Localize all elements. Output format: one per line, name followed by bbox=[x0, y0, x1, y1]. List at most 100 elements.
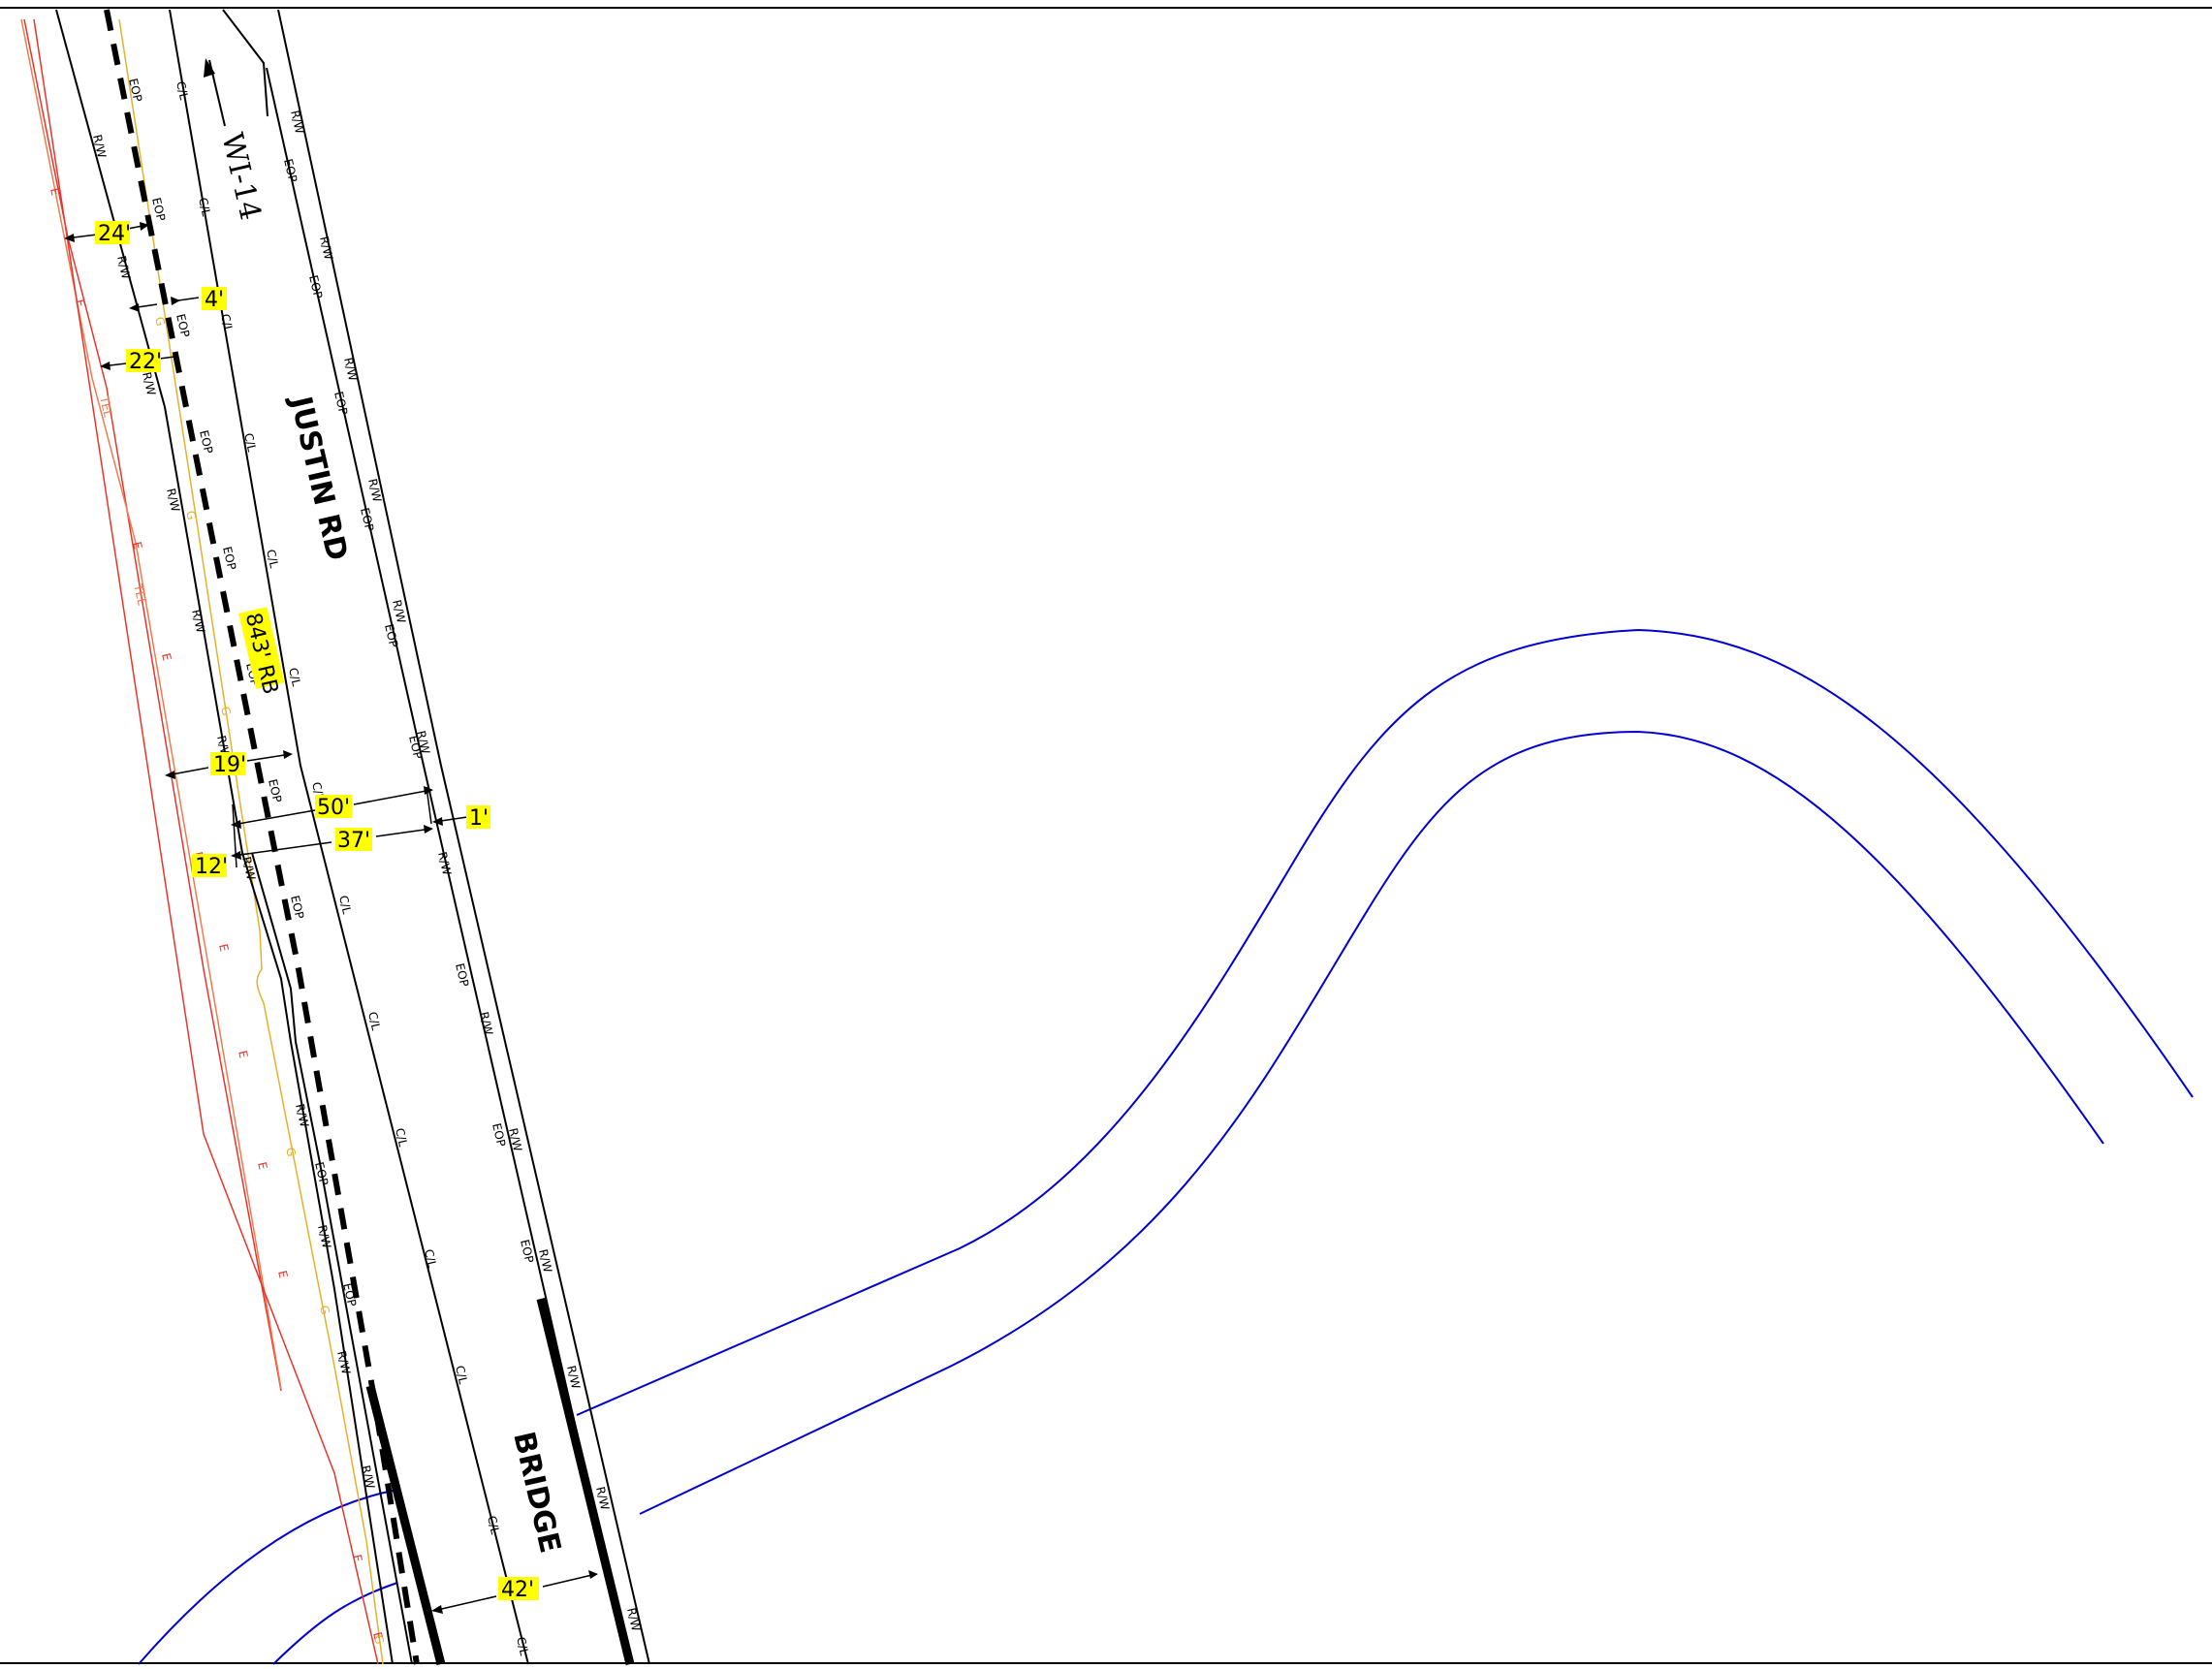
row-label: R/W bbox=[315, 1224, 333, 1250]
stream-bank-left-inner bbox=[272, 1582, 398, 1665]
dim-line-42 bbox=[432, 1595, 497, 1612]
dimension-843-rb: 843' RB bbox=[238, 607, 285, 697]
eop-label: EOP bbox=[340, 1282, 359, 1308]
dimension-lines bbox=[65, 224, 597, 1612]
telephone-label: TEL bbox=[97, 394, 115, 419]
direction-arrow-icon bbox=[204, 58, 226, 127]
row-label: R/W bbox=[164, 488, 182, 514]
eop-label: EOP bbox=[288, 895, 306, 921]
gas-label: G bbox=[183, 510, 199, 521]
electric-label: E bbox=[130, 541, 144, 551]
eop-east-label: EOP bbox=[406, 735, 425, 761]
west-right-of-way-line bbox=[55, 9, 394, 1665]
row-label: R/W bbox=[506, 1127, 524, 1153]
row-label: R/W bbox=[114, 255, 133, 281]
dimension-12-text: 12' bbox=[195, 855, 228, 879]
electric-label: E bbox=[275, 1270, 290, 1280]
bridge-rail-west bbox=[365, 1384, 446, 1666]
dimension-22: 22' bbox=[126, 349, 162, 374]
eop-label: EOP bbox=[197, 429, 215, 456]
stream-bank-left-outer bbox=[138, 1490, 394, 1665]
row-label: R/W bbox=[90, 134, 109, 160]
row-label: R/W bbox=[564, 1365, 583, 1391]
row-label: R/W bbox=[435, 851, 454, 877]
row-label: R/W bbox=[341, 357, 360, 383]
dimension-19-text: 19' bbox=[213, 753, 246, 777]
stream-bank-upper bbox=[576, 628, 2194, 1416]
electric-label: E bbox=[216, 943, 231, 954]
dimension-4: 4' bbox=[202, 287, 227, 312]
dimension-arrowheads bbox=[64, 222, 598, 1614]
eop-label: EOP bbox=[126, 78, 144, 104]
eop-label: EOP bbox=[312, 1161, 331, 1187]
stream-banks bbox=[138, 628, 2194, 1665]
centerline-label: C/L bbox=[174, 80, 191, 102]
electric-label: E bbox=[350, 1554, 364, 1564]
telephone-label: TEL bbox=[131, 583, 149, 607]
dimension-50: 50' bbox=[315, 795, 352, 820]
east-right-of-way-line bbox=[277, 9, 650, 1665]
eop-east-label: EOP bbox=[281, 158, 300, 184]
gas-label: G bbox=[218, 706, 234, 717]
dim-line-22b bbox=[159, 356, 175, 360]
eop-label: EOP bbox=[149, 197, 168, 223]
row-label: R/W bbox=[359, 1464, 377, 1491]
dim-line-50 bbox=[232, 809, 316, 826]
gas-label: G bbox=[317, 1305, 332, 1316]
utility-lines bbox=[20, 18, 384, 1665]
electric-line-outer bbox=[23, 18, 282, 1392]
gas-label: G bbox=[371, 1634, 387, 1646]
eop-east-label: EOP bbox=[453, 962, 471, 989]
dimension-4-text: 4' bbox=[205, 288, 224, 312]
eop-east-label: EOP bbox=[382, 623, 400, 649]
gas-label: G bbox=[152, 316, 168, 328]
eop-east-label: EOP bbox=[518, 1239, 536, 1265]
dimension-37-text: 37' bbox=[337, 829, 370, 853]
dimension-50-text: 50' bbox=[317, 796, 350, 820]
row-label: R/W bbox=[365, 478, 384, 504]
electric-line-inner bbox=[33, 18, 379, 1665]
bridge-label: BRIDGE bbox=[506, 1429, 567, 1557]
centerline-label: C/L bbox=[422, 1248, 439, 1270]
dim-line-37b bbox=[375, 828, 432, 837]
centerline-label: C/L bbox=[453, 1365, 470, 1386]
bridge-rail-east bbox=[536, 1297, 635, 1666]
centerline-label: C/L bbox=[336, 895, 354, 916]
wi14-sign-label: WI-14 bbox=[214, 130, 268, 224]
row-label: R/W bbox=[140, 371, 158, 397]
electric-label: E bbox=[47, 187, 62, 198]
eop-east-label: EOP bbox=[306, 274, 325, 300]
eop-east-label: EOP bbox=[358, 507, 376, 533]
row-label: R/W bbox=[624, 1607, 643, 1633]
dimension-1-text: 1' bbox=[469, 806, 489, 831]
centerline-label: C/L bbox=[218, 313, 236, 334]
row-label: R/W bbox=[477, 1011, 495, 1037]
west-right-of-way-lower bbox=[251, 852, 413, 1665]
edge-of-pavement-dashed bbox=[104, 9, 420, 1665]
dimension-19: 19' bbox=[210, 752, 246, 777]
dimension-42: 42' bbox=[498, 1577, 539, 1602]
row-label: R/W bbox=[317, 236, 335, 262]
dim-line-42b bbox=[542, 1573, 597, 1588]
row-label: R/W bbox=[593, 1486, 612, 1512]
centerline-label: C/L bbox=[393, 1127, 410, 1149]
electric-label: E bbox=[370, 1631, 385, 1642]
row-label: R/W bbox=[390, 599, 408, 625]
dim-line-19b bbox=[246, 753, 292, 762]
row-label: R/W bbox=[239, 856, 258, 882]
electric-label: E bbox=[159, 652, 174, 663]
dim-line-37 bbox=[232, 841, 332, 857]
dimension-12: 12' bbox=[192, 854, 228, 879]
gas-line bbox=[118, 18, 384, 1665]
centerline-label: C/L bbox=[241, 432, 259, 454]
dimension-22-text: 22' bbox=[129, 350, 162, 374]
line-code-labels: R/W R/W R/W R/W R/W R/W R/W R/W R/W R/W … bbox=[47, 78, 643, 1657]
electric-label: E bbox=[255, 1161, 269, 1172]
row-label: R/W bbox=[536, 1248, 554, 1275]
centerline bbox=[169, 9, 529, 1665]
electric-label: E bbox=[73, 299, 87, 309]
dim-line-4b bbox=[177, 297, 200, 301]
row-label: R/W bbox=[293, 1103, 311, 1129]
centerline-label: C/L bbox=[365, 1011, 383, 1032]
